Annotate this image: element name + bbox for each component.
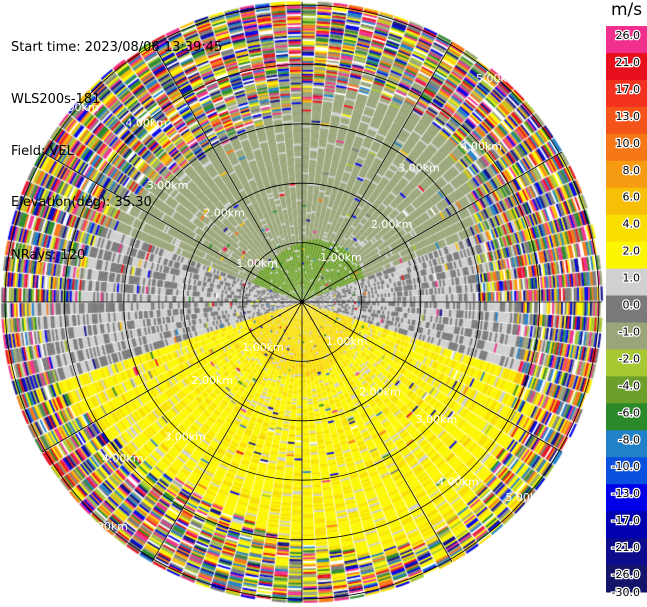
range-ring-label: 2.00km — [203, 206, 245, 219]
colorbar-tick-label: -1.0 — [619, 325, 640, 338]
colorbar-tick-label: -21.0 — [612, 541, 640, 554]
elevation-label: Elevation(deg): 35.30 — [11, 195, 152, 211]
colorbar-swatch — [606, 376, 647, 404]
colorbar-tick-label: -6.0 — [619, 406, 640, 419]
range-ring-label: 1.00km — [320, 251, 362, 264]
colorbar-tick-label: -4.0 — [619, 379, 640, 392]
colorbar-tick-label: -8.0 — [619, 433, 640, 446]
range-ring-label: 1.00km — [326, 335, 368, 348]
colorbar-tick-label: 8.0 — [623, 164, 641, 177]
instrument-label: WLS200s-181 — [11, 92, 101, 108]
range-ring-label: 3.00km — [164, 430, 206, 443]
range-ring-label: 4.00km — [437, 475, 479, 488]
colorbar-tick-label: 17.0 — [616, 83, 641, 96]
range-ring-label: 3.00km — [398, 162, 440, 175]
colorbar-swatch — [606, 187, 647, 216]
colorbar-tick-label: 6.0 — [623, 191, 641, 204]
colorbar-swatch — [606, 403, 647, 431]
colorbar-tick-label: -2.0 — [619, 352, 640, 365]
colorbar-swatch — [606, 565, 647, 593]
colorbar-swatch — [606, 538, 647, 566]
colorbar-swatch — [606, 241, 647, 270]
colorbar-tick-label: -30.0 — [612, 586, 640, 598]
colorbar-tick-label: 13.0 — [616, 110, 641, 123]
colorbar-swatch — [606, 511, 647, 539]
colorbar-swatch — [606, 133, 647, 162]
colorbar-swatch — [606, 79, 647, 108]
range-ring-label: 1.00km — [242, 341, 284, 354]
range-ring-label: 4.00km — [125, 117, 167, 130]
azimuth-spoke — [301, 151, 563, 303]
range-ring-label: 3.00km — [147, 179, 189, 192]
colorbar-tick-label: 21.0 — [616, 56, 641, 69]
colorbar-swatch — [606, 295, 647, 323]
azimuth-spoke — [151, 41, 303, 303]
range-ring-label: 2.00km — [192, 374, 234, 387]
azimuth-spoke — [301, 301, 563, 453]
colorbar-tick-label: 26.0 — [616, 29, 641, 42]
azimuth-spoke — [301, 301, 453, 563]
range-ring-label: 3.00km — [416, 413, 458, 426]
colorbar-tick-label: -10.0 — [612, 460, 640, 473]
azimuth-spoke — [151, 301, 303, 563]
colorbar-swatch — [606, 268, 647, 297]
colorbar-tick-label: -17.0 — [612, 514, 640, 527]
colorbar-swatch — [606, 430, 647, 458]
colorbar-swatch — [606, 484, 647, 512]
colorbar-swatch — [606, 214, 647, 243]
range-ring-label: 2.00km — [359, 386, 401, 399]
azimuth-spoke — [41, 301, 303, 453]
colorbar-tick-label: 10.0 — [616, 137, 641, 150]
colorbar-swatch — [606, 322, 647, 350]
colorbar-tick-label: -13.0 — [612, 487, 640, 500]
range-ring-label: 4.00km — [102, 452, 144, 465]
colorbar-swatch — [606, 160, 647, 189]
colorbar-swatch — [606, 106, 647, 135]
nrays-label: NRays: 120 — [11, 247, 86, 263]
colorbar-swatch — [606, 26, 647, 54]
colorbar-tick-label: -26.0 — [612, 568, 640, 581]
range-ring-label: 5.00km — [57, 101, 99, 114]
field-label: Field: VEL — [11, 143, 74, 159]
colorbar-swatch — [606, 349, 647, 377]
colorbar-tick-label: 1.0 — [623, 272, 641, 285]
radar-overlay: 1.00km 1.00km 1.00km 1.00km 2.00km 2.00km 2.00… — [2, 2, 602, 602]
colorbar-swatch — [606, 457, 647, 485]
colorbar-tick-label: 4.0 — [623, 218, 641, 231]
range-ring-label: 2.00km — [371, 218, 413, 231]
start-time-label: Start time: 2023/08/06 13:39:45 — [11, 40, 223, 56]
range-ring-label: 1.00km — [236, 257, 278, 270]
colorbar-tick-label: 0.0 — [623, 299, 641, 312]
colorbar: 26.0 21.0 17.0 13.0 10.0 8.0 6.0 4.0 2.0 1.0 0.0 -1… — [606, 26, 647, 598]
azimuth-spoke — [41, 151, 303, 303]
azimuth-spoke — [301, 41, 453, 303]
radar-origin — [300, 300, 304, 304]
range-ring-label: 4.00km — [461, 140, 503, 153]
info-panel: Start time: 2023/08/06 13:39:45 WLS200s-… — [11, 5, 222, 281]
colorbar-swatch — [606, 52, 647, 81]
range-ring-label: 5.00km — [505, 491, 547, 504]
colorbar-tick-label: 2.0 — [623, 245, 641, 258]
colorbar-unit-label: m/s — [611, 0, 643, 20]
range-ring-label: 5.00km — [476, 72, 518, 85]
range-ring-label: 5.00km — [86, 520, 128, 533]
